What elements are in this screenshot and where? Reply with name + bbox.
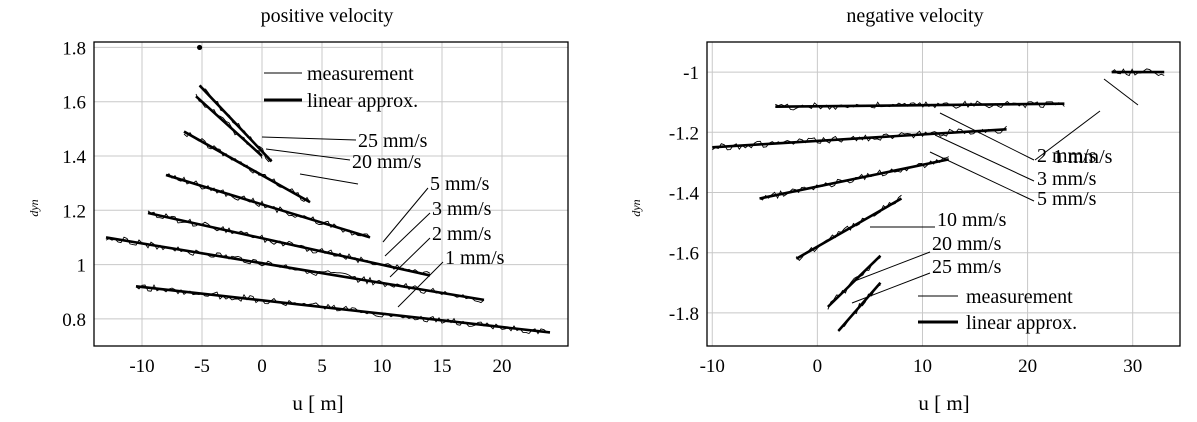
plot-frame	[706, 41, 1181, 347]
y-tick-label: -1	[683, 63, 699, 84]
x-tick-label: 15	[433, 356, 452, 377]
linear-approx-line	[712, 127, 1007, 149]
data-point	[197, 44, 203, 51]
legend-label-linear: linear approx.	[966, 312, 1077, 334]
leader-line	[384, 212, 431, 257]
legend-label-measurement: measurement	[966, 286, 1073, 308]
linear-approx-line	[147, 211, 431, 277]
y-axis-label: dyn	[27, 199, 41, 216]
leader-line	[261, 136, 357, 141]
linear-approx-line	[775, 102, 1065, 109]
y-tick-label: -1.4	[669, 183, 700, 204]
annotation-label: 20 mm/s	[352, 151, 422, 173]
x-tick-label: 30	[1123, 356, 1142, 377]
annotation-label: 2 mm/s	[1037, 145, 1097, 167]
annotation-label: 20 mm/s	[932, 233, 1002, 255]
annotation-label: 3 mm/s	[432, 198, 492, 220]
x-tick-label: -10	[700, 356, 725, 377]
x-tick-label: 0	[257, 356, 267, 377]
x-tick-label: 10	[913, 356, 932, 377]
chart-negative-velocity: negative velocity -10 0 10 20 30-1-1.2-1.4-1…	[629, 5, 1181, 415]
leader-line	[851, 272, 931, 304]
linear-approx-line	[105, 236, 485, 302]
y-tick-label: 1.2	[62, 201, 86, 222]
x-tick-label: 20	[493, 356, 512, 377]
linear-approx-line	[837, 281, 882, 332]
annotation-label: 25 mm/s	[358, 130, 428, 152]
annotation-label: 3 mm/s	[1037, 168, 1097, 190]
leader-line	[389, 237, 431, 278]
y-tick-label: -1.8	[669, 304, 699, 325]
chart-title: positive velocity	[261, 5, 394, 27]
linear-approx-line	[135, 284, 551, 334]
annotation-label: 25 mm/s	[932, 256, 1002, 278]
x-tick-label: 5	[317, 356, 327, 377]
annotation-label: 5 mm/s	[430, 173, 490, 195]
leader-line	[299, 173, 359, 185]
linear-approx-line	[759, 158, 950, 200]
x-tick-label: 0	[813, 356, 823, 377]
y-tick-label: 0.8	[62, 310, 86, 331]
series-lines	[105, 44, 551, 335]
y-tick-label: 1.8	[62, 38, 86, 59]
annotation-label: 1 mm/s	[1053, 146, 1113, 168]
annotation-label: 1 mm/s	[445, 247, 505, 269]
x-tick-label: 10	[373, 356, 392, 377]
linear-approx-line	[165, 173, 371, 239]
annotation-label: 10 mm/s	[937, 209, 1007, 231]
leader-line	[934, 134, 1035, 182]
x-tick-label: -5	[194, 356, 210, 377]
y-tick-label: -1.2	[669, 123, 699, 144]
leader-line	[939, 112, 1035, 161]
series-lines	[712, 68, 1165, 332]
leader-line	[929, 151, 1035, 202]
leader-line	[397, 261, 444, 308]
plot-frame	[93, 41, 569, 347]
y-tick-label: -1.6	[669, 244, 699, 265]
leader-line	[1103, 78, 1139, 106]
x-tick-label: 20	[1018, 356, 1037, 377]
chart-title: negative velocity	[846, 5, 983, 27]
y-axis-label: dyn	[629, 199, 643, 216]
grid	[94, 42, 568, 346]
measurement-line	[827, 257, 881, 310]
tick-labels: -10 0 10 20 30 -1 -1.2 -1.4 -1.6 -1.8	[669, 63, 1142, 377]
y-tick-label: 1	[77, 256, 87, 277]
annotation-label: 2 mm/s	[432, 223, 492, 245]
linear-approx-line	[195, 95, 263, 157]
legend: measurement linear approx.	[918, 286, 1077, 334]
tick-labels: -10 -5 0 5 10 15 20 0.8 1 1.2 1.4 1.6 1.8	[62, 38, 511, 377]
x-axis-label: u [ m]	[292, 391, 343, 415]
legend-label-linear: linear approx.	[307, 90, 418, 112]
annotations: 1 mm/s 2 mm/s 3 mm/s 5 mm/s 10 mm/s 20 m…	[851, 78, 1139, 304]
y-tick-label: 1.6	[62, 93, 86, 114]
linear-approx-line	[795, 197, 903, 260]
leader-line	[382, 187, 429, 243]
legend-label-measurement: measurement	[307, 63, 414, 85]
x-axis-label: u [ m]	[918, 391, 969, 415]
leader-line	[1034, 110, 1101, 161]
x-tick-label: -10	[129, 356, 154, 377]
linear-approx-line	[198, 84, 273, 163]
y-tick-label: 1.4	[62, 147, 86, 168]
leader-line	[851, 251, 931, 283]
leader-line	[265, 148, 351, 161]
chart-positive-velocity: positive velocity -10 -5 0 5 10 15 20 0.8 1 1.2 1.…	[27, 5, 569, 415]
legend: measurement linear approx.	[264, 63, 418, 112]
annotation-label: 5 mm/s	[1037, 188, 1097, 210]
linear-approx-line	[183, 130, 311, 204]
annotations: 25 mm/s 20 mm/s 5 mm/s 3 mm/s 2 mm/s 1 m…	[261, 130, 505, 308]
